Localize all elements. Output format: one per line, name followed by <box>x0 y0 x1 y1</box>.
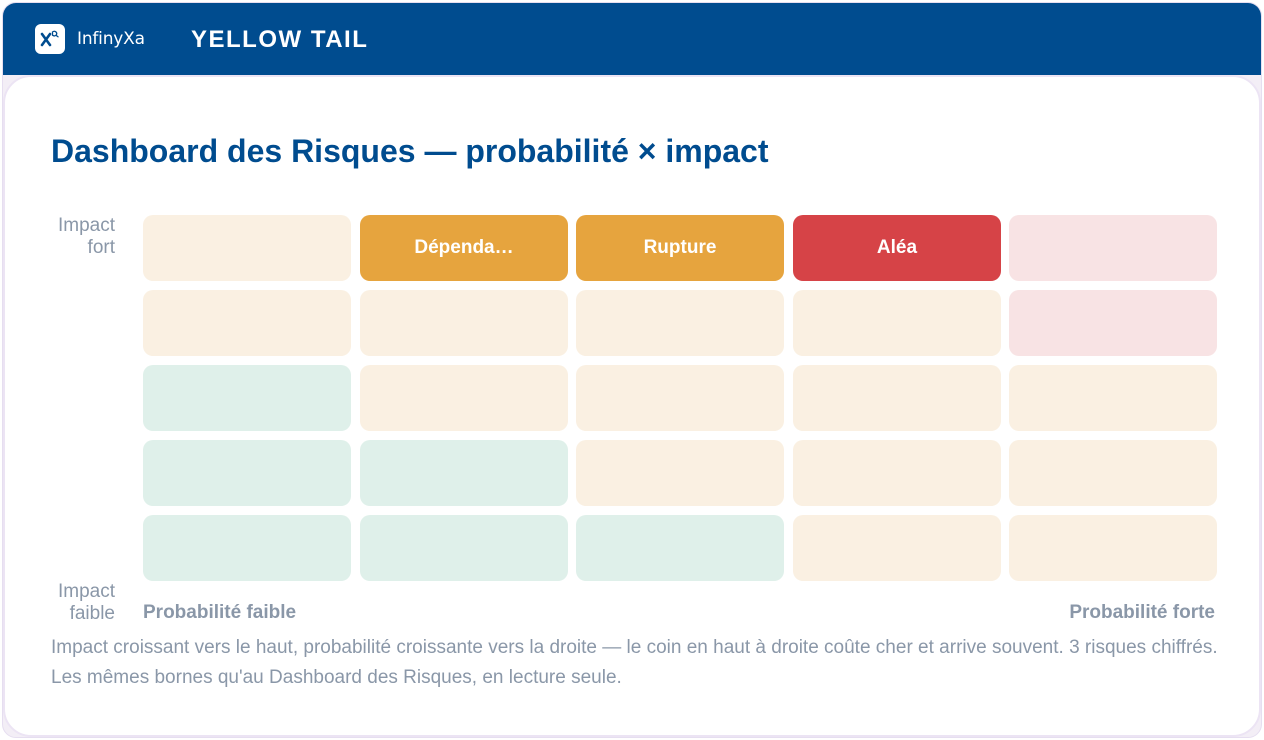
matrix-cell <box>1009 215 1217 281</box>
matrix-cell <box>793 365 1001 431</box>
risk-label: Dépenda… <box>414 237 514 258</box>
risk-label: Rupture <box>643 237 717 258</box>
top-bar: InfinyXa YELLOW TAIL <box>3 3 1261 75</box>
risk-matrix: Dépenda… Rupture Aléa <box>143 215 1219 581</box>
matrix-caption: Impact croissant vers le haut, probabili… <box>51 637 1218 688</box>
matrix-cell <box>576 515 784 581</box>
matrix-cell <box>576 290 784 356</box>
matrix-cell <box>793 515 1001 581</box>
matrix-cell <box>360 515 568 581</box>
matrix-cell <box>793 290 1001 356</box>
risk-cell-aléa[interactable]: Aléa <box>793 215 1001 281</box>
risk-cell-rupture[interactable]: Rupture <box>576 215 784 281</box>
y-axis-top-label: Impact fort <box>57 215 115 258</box>
matrix-cell <box>1009 515 1217 581</box>
matrix-cell <box>360 365 568 431</box>
matrix-cell <box>143 515 351 581</box>
matrix-cell <box>576 440 784 506</box>
matrix-cell <box>1009 440 1217 506</box>
matrix-cell <box>143 215 351 281</box>
matrix-cell <box>143 365 351 431</box>
page-title: Dashboard des Risques — probabilité × im… <box>51 133 769 169</box>
y-axis-bottom-label: Impact faible <box>57 581 115 624</box>
matrix-cell <box>576 365 784 431</box>
matrix-cell <box>360 440 568 506</box>
brand-name[interactable]: InfinyXa <box>77 29 145 49</box>
matrix-cell <box>360 290 568 356</box>
risk-dashboard-card: Dashboard des Risques — probabilité × im… <box>3 75 1261 737</box>
infinyxa-logo-icon[interactable] <box>35 24 65 54</box>
matrix-cell <box>1009 365 1217 431</box>
logo-glyph <box>40 30 59 47</box>
app-title: YELLOW TAIL <box>191 26 369 53</box>
x-axis-left-label: Probabilité faible <box>143 602 297 623</box>
risk-cell-dépenda[interactable]: Dépenda… <box>360 215 568 281</box>
x-axis-right-label: Probabilité forte <box>1069 602 1215 623</box>
matrix-cell <box>793 440 1001 506</box>
matrix-cell <box>1009 290 1217 356</box>
matrix-cell <box>143 290 351 356</box>
risk-label: Aléa <box>876 237 918 258</box>
matrix-cell <box>143 440 351 506</box>
